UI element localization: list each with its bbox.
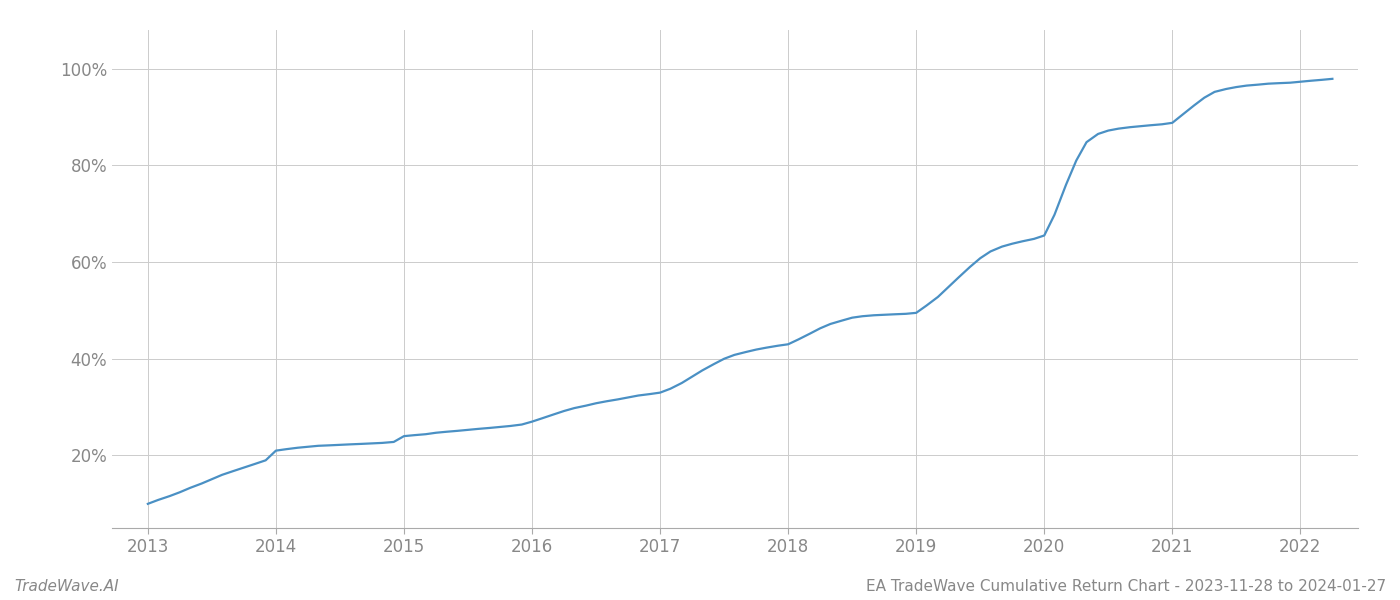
Text: EA TradeWave Cumulative Return Chart - 2023-11-28 to 2024-01-27: EA TradeWave Cumulative Return Chart - 2…: [865, 579, 1386, 594]
Text: TradeWave.AI: TradeWave.AI: [14, 579, 119, 594]
